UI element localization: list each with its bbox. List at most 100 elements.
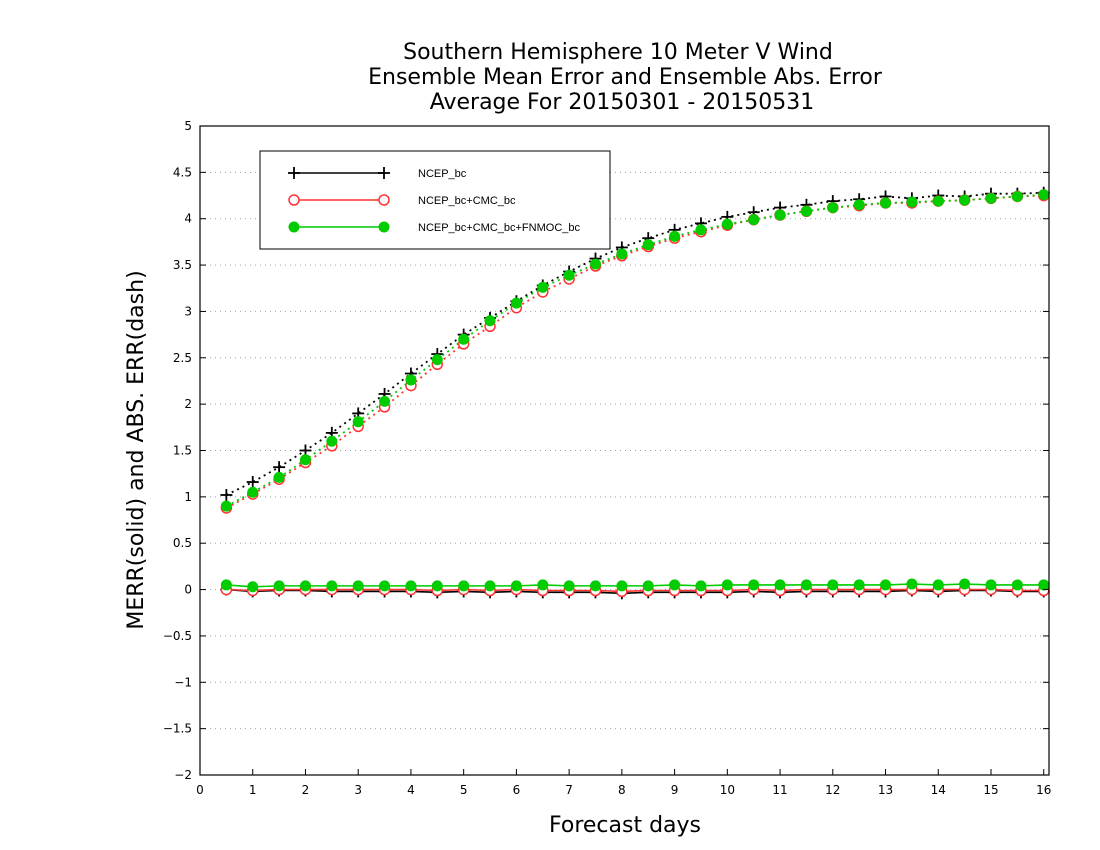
y-tick-label-0: −2 <box>174 768 192 782</box>
series-2-mean-point-0 <box>220 579 232 591</box>
x-tick-label-8: 8 <box>618 783 626 797</box>
series-2-mean-point-18 <box>695 580 707 592</box>
series-2-abs-point-2 <box>273 471 285 483</box>
legend-label-1: NCEP_bc+CMC_bc <box>418 195 516 207</box>
legend-marker-left-2 <box>288 221 300 233</box>
series-2-abs-point-29 <box>985 192 997 204</box>
series-2-mean-point-4 <box>326 580 338 592</box>
y-tick-label-4: 0 <box>184 583 192 597</box>
series-0-abs-point-0 <box>220 489 233 502</box>
series-0-abs-point-2 <box>273 461 286 474</box>
series-2-abs-point-5 <box>352 416 364 428</box>
series-2-abs-point-28 <box>959 194 971 206</box>
series-2-abs-point-3 <box>299 454 311 466</box>
series-2-abs-point-7 <box>405 374 417 386</box>
x-tick-label-12: 12 <box>825 783 840 797</box>
y-axis-label: MERR(solid) and ABS. ERR(dash) <box>124 270 149 629</box>
y-tick-label-2: −1 <box>174 675 192 689</box>
series-2-mean-point-31 <box>1038 579 1050 591</box>
series-1 <box>220 189 1050 598</box>
x-axis-label: Forecast days <box>549 813 701 838</box>
x-tick-label-11: 11 <box>772 783 787 797</box>
x-tick-label-14: 14 <box>931 783 946 797</box>
series-2-mean-point-2 <box>273 580 285 592</box>
title-line-3: Average For 20150301 - 20150531 <box>430 90 815 115</box>
series-2-mean-point-20 <box>748 579 760 591</box>
series-2-abs-point-22 <box>800 205 812 217</box>
series-2-abs-point-12 <box>537 281 549 293</box>
series-2-mean-point-9 <box>458 580 470 592</box>
series-2-mean-point-27 <box>932 579 944 591</box>
series-2-abs-point-25 <box>880 197 892 209</box>
series-2-mean-point-25 <box>880 579 892 591</box>
series-0-abs-point-1 <box>246 476 259 489</box>
x-tick-label-10: 10 <box>720 783 735 797</box>
y-tick-label-8: 2 <box>184 397 192 411</box>
series-2-mean-point-23 <box>827 579 839 591</box>
series-2-abs-point-20 <box>748 214 760 226</box>
series-2 <box>220 189 1050 593</box>
y-tick-label-12: 4 <box>184 212 192 226</box>
series-2-mean-point-28 <box>959 578 971 590</box>
series-2-mean-point-13 <box>563 580 575 592</box>
series-2-abs-point-18 <box>695 224 707 236</box>
series-2-mean-point-10 <box>484 580 496 592</box>
legend-marker-right-1 <box>378 194 390 206</box>
series-2-abs-point-11 <box>510 297 522 309</box>
legend-item-2: NCEP_bc+CMC_bc+FNMOC_bc <box>288 221 580 234</box>
series-2-mean-point-5 <box>352 580 364 592</box>
x-tick-label-6: 6 <box>513 783 521 797</box>
series-2-abs-point-30 <box>1011 190 1023 202</box>
x-tick-label-9: 9 <box>671 783 679 797</box>
y-tick-label-1: −1.5 <box>163 722 192 736</box>
series-2-mean-point-1 <box>247 581 259 593</box>
y-tick-label-9: 2.5 <box>173 351 192 365</box>
x-tick-label-1: 1 <box>249 783 257 797</box>
x-tick-label-7: 7 <box>565 783 573 797</box>
y-tick-label-14: 5 <box>184 119 192 133</box>
series-2-abs-point-0 <box>220 500 232 512</box>
series-2-abs-point-27 <box>932 195 944 207</box>
y-tick-label-6: 1 <box>184 490 192 504</box>
series-2-abs-point-1 <box>247 486 259 498</box>
legend-marker-left-0 <box>288 167 300 179</box>
x-tick-label-13: 13 <box>878 783 893 797</box>
x-tick-label-5: 5 <box>460 783 468 797</box>
y-axis: −2 −1.5 −1 −0.5 0 0.5 1 1.5 2 2.5 3 3.5 4 4.5 5 <box>163 119 1049 782</box>
y-tick-label-5: 0.5 <box>173 536 192 550</box>
series-2-abs-point-13 <box>563 269 575 281</box>
series-2-mean-point-21 <box>774 579 786 591</box>
series-2-abs-point-19 <box>721 218 733 230</box>
legend-label-2: NCEP_bc+CMC_bc+FNMOC_bc <box>418 222 580 234</box>
series-2-mean-point-26 <box>906 578 918 590</box>
series-2-abs-point-24 <box>853 199 865 211</box>
series-2-mean-point-24 <box>853 579 865 591</box>
series-2-mean-point-8 <box>431 580 443 592</box>
series-2-mean-point-12 <box>537 579 549 591</box>
series-2-abs-point-14 <box>589 258 601 270</box>
legend-item-1: NCEP_bc+CMC_bc <box>288 194 516 207</box>
series-2-abs-point-26 <box>906 196 918 208</box>
series-2-mean-point-16 <box>642 580 654 592</box>
x-tick-label-3: 3 <box>354 783 362 797</box>
series-2-mean-point-11 <box>510 580 522 592</box>
series-2-mean-point-17 <box>669 579 681 591</box>
series-2-mean-point-6 <box>379 580 391 592</box>
chart-title: Southern Hemisphere 10 Meter V Wind Ense… <box>368 40 883 115</box>
x-tick-label-15: 15 <box>983 783 998 797</box>
x-tick-label-2: 2 <box>302 783 310 797</box>
legend-marker-left-1 <box>288 194 300 206</box>
series-2-mean-error-line <box>226 583 1044 588</box>
series-2-abs-point-8 <box>431 354 443 366</box>
title-line-1: Southern Hemisphere 10 Meter V Wind <box>403 40 833 65</box>
legend-marker-right-2 <box>378 221 390 233</box>
series-2-mean-point-19 <box>721 579 733 591</box>
series-2-mean-point-29 <box>985 579 997 591</box>
series-2-abs-point-23 <box>827 202 839 214</box>
series-0-abs-error-line <box>225 191 1044 496</box>
series-2-abs-point-31 <box>1038 189 1050 201</box>
series-2-abs-point-4 <box>326 435 338 447</box>
legend-item-0: NCEP_bc <box>288 167 467 180</box>
series-2-abs-point-9 <box>458 333 470 345</box>
